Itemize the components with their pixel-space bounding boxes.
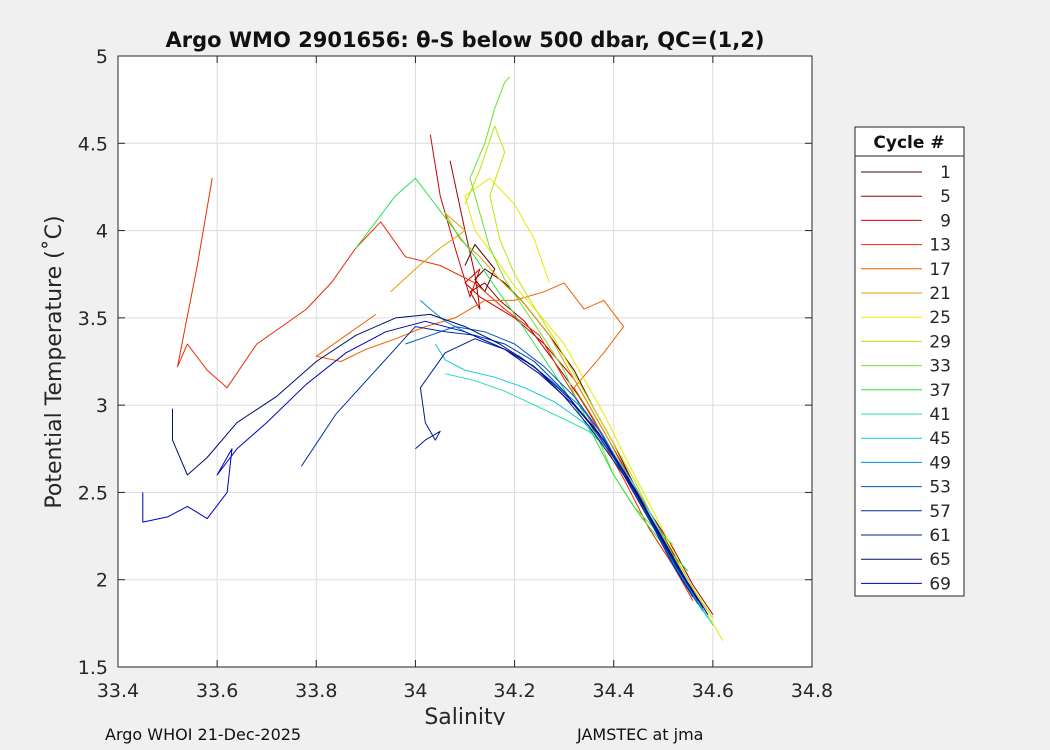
footer-credit-left: Argo WHOI 21-Dec-2025 — [105, 725, 302, 744]
legend-label-cycle-5: 5 — [940, 187, 951, 207]
legend-box — [854, 126, 965, 597]
series-layer — [142, 76, 724, 642]
legend-label-cycle-61: 61 — [929, 526, 951, 546]
legend-label-cycle-29: 29 — [929, 332, 951, 352]
legend-label-cycle-57: 57 — [929, 502, 951, 522]
y-tick-label: 3 — [96, 395, 108, 417]
theta-s-chart: Argo WMO 2901656: θ-S below 500 dbar, QC… — [42, 28, 965, 725]
x-tick-label: 34.8 — [791, 680, 833, 702]
y-tick-label: 5 — [96, 46, 108, 68]
x-axis-ticks: 33.4 33.6 33.8 34 34.2 34.4 34.6 34.8 — [97, 56, 833, 702]
series-line-cycle-29 — [464, 125, 714, 619]
legend-label-cycle-9: 9 — [940, 211, 951, 231]
legend-entries: 1 5 9 13 17 21 25 29 33 37 41 45 49 53 57 61 65 69 — [861, 163, 951, 594]
legend-label-cycle-65: 65 — [929, 550, 951, 570]
legend-label-cycle-49: 49 — [929, 453, 951, 473]
series-line-cycle-5 — [449, 160, 714, 615]
x-tick-label: 34 — [403, 680, 427, 702]
series-line-cycle-65 — [172, 313, 704, 608]
y-axis-ticks: 1.5 2 2.5 3 3.5 4 4.5 5 — [78, 46, 812, 679]
x-tick-label: 33.6 — [196, 680, 238, 702]
legend-label-cycle-1: 1 — [940, 163, 951, 183]
series-line-cycle-57 — [300, 326, 694, 598]
legend-label-cycle-21: 21 — [929, 284, 951, 304]
legend-label-cycle-37: 37 — [929, 381, 951, 401]
x-tick-label: 34.2 — [493, 680, 535, 702]
legend-label-cycle-17: 17 — [929, 260, 951, 280]
plot-frame — [117, 55, 813, 668]
y-tick-label: 2.5 — [78, 482, 108, 504]
legend-label-cycle-13: 13 — [929, 236, 951, 256]
series-line-cycle-37 — [355, 177, 689, 572]
legend-title: Cycle # — [873, 133, 944, 153]
legend-label-cycle-69: 69 — [929, 574, 951, 594]
legend: Cycle # 1 5 9 13 17 21 25 29 33 37 41 45 49 53 57 61 65 6… — [854, 126, 965, 597]
x-tick-label: 33.8 — [295, 680, 337, 702]
chart-title: Argo WMO 2901656: θ-S below 500 dbar, QC… — [166, 28, 765, 52]
y-tick-label: 2 — [96, 570, 108, 592]
x-tick-label: 34.4 — [593, 680, 635, 702]
legend-label-cycle-33: 33 — [929, 357, 951, 377]
legend-label-cycle-41: 41 — [929, 405, 951, 425]
y-tick-label: 3.5 — [78, 308, 108, 330]
y-axis-label: Potential Temperature (˚C) — [42, 215, 67, 508]
y-tick-label: 4 — [96, 221, 108, 243]
x-tick-label: 34.6 — [692, 680, 734, 702]
footer-credit-right: JAMSTEC at jma — [577, 725, 704, 744]
x-axis-label: Salinity — [424, 705, 505, 725]
plot-area — [118, 56, 812, 667]
x-tick-label: 33.4 — [97, 680, 139, 702]
legend-label-cycle-45: 45 — [929, 429, 951, 449]
y-tick-label: 4.5 — [78, 133, 108, 155]
y-tick-label: 1.5 — [78, 657, 108, 679]
legend-label-cycle-53: 53 — [929, 478, 951, 498]
legend-label-cycle-25: 25 — [929, 308, 951, 328]
grid-lines — [118, 56, 812, 667]
series-line-cycle-69 — [142, 320, 709, 615]
